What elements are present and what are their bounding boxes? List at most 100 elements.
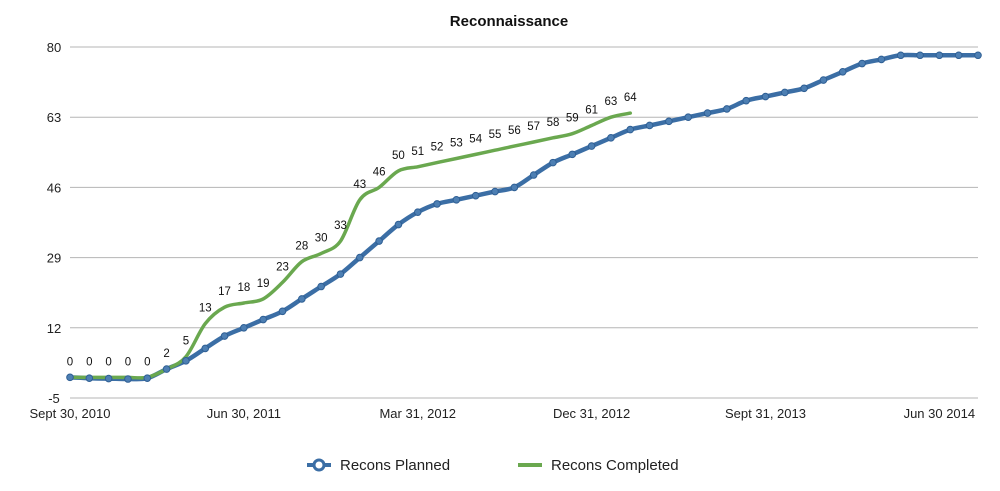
data-point-recons-planned (703, 109, 712, 117)
data-label-recons-completed: 0 (105, 356, 111, 368)
data-point-recons-planned (761, 92, 770, 101)
data-labels: 0 0 0 0 0 2 5 13 17 18 19 23 28 30 33 43 46 50 51 52 53 54 55 5… (67, 92, 637, 368)
legend: Recons Planned Recons Completed (307, 457, 679, 474)
data-label-recons-completed: 17 (218, 286, 231, 298)
x-tick-label: Sept 31, 2013 (725, 406, 806, 421)
y-tick-label: 29 (47, 251, 61, 266)
data-label-recons-completed: 0 (86, 356, 92, 368)
data-label-recons-completed: 64 (624, 92, 637, 104)
series-group (66, 51, 982, 383)
data-point-recons-planned (626, 125, 635, 134)
data-label-recons-completed: 18 (237, 282, 250, 294)
data-point-recons-planned (182, 357, 190, 365)
data-label-recons-completed: 52 (431, 142, 444, 154)
data-point-recons-planned (935, 51, 944, 60)
data-point-recons-planned (974, 51, 982, 60)
y-tick-label: 80 (47, 40, 61, 55)
data-point-recons-planned (877, 55, 886, 64)
data-label-recons-completed: 59 (566, 113, 579, 125)
data-point-recons-planned (259, 315, 267, 324)
data-point-recons-planned (529, 171, 538, 179)
data-point-recons-planned (800, 84, 808, 93)
y-tick-label: 46 (47, 180, 61, 195)
data-label-recons-completed: 0 (125, 356, 131, 368)
data-point-recons-planned (375, 237, 383, 245)
data-point-recons-planned (607, 134, 615, 142)
data-label-recons-completed: 0 (67, 356, 73, 368)
data-point-recons-planned (298, 295, 306, 303)
data-point-recons-planned (838, 67, 847, 76)
data-point-recons-planned (665, 117, 673, 126)
data-label-recons-completed: 61 (585, 104, 598, 116)
chart-title: Reconnaissance (450, 13, 568, 30)
data-point-recons-planned (568, 150, 577, 159)
data-label-recons-completed: 51 (411, 146, 424, 158)
data-point-recons-planned (645, 121, 654, 130)
data-point-recons-planned (723, 105, 731, 113)
data-point-recons-planned (394, 220, 403, 229)
data-point-recons-planned (104, 374, 113, 383)
y-tick-label: 12 (47, 321, 61, 336)
data-point-recons-planned (491, 187, 499, 196)
data-point-recons-planned (355, 253, 364, 262)
data-label-recons-completed: 33 (334, 220, 347, 232)
data-label-recons-completed: 58 (547, 117, 560, 129)
data-point-recons-planned (452, 195, 461, 204)
series-line-recons-planned (67, 52, 981, 382)
data-point-recons-planned (278, 307, 287, 316)
data-point-recons-planned (240, 324, 248, 332)
y-tick-label: 63 (47, 110, 61, 125)
data-label-recons-completed: 53 (450, 137, 463, 149)
data-point-recons-planned (781, 88, 789, 97)
data-label-recons-completed: 2 (163, 348, 169, 360)
legend-marker-recons-planned (312, 458, 326, 472)
y-axis-ticks: -5 12 29 46 63 80 (47, 40, 61, 406)
data-label-recons-completed: 50 (392, 150, 405, 162)
data-point-recons-planned (549, 158, 557, 167)
data-label-recons-completed: 43 (353, 179, 366, 191)
data-label-recons-completed: 63 (605, 96, 618, 108)
x-tick-label: Jun 30, 2011 (207, 406, 281, 421)
data-point-recons-planned (471, 191, 480, 200)
data-point-recons-planned (510, 183, 519, 192)
x-tick-label: Mar 31, 2012 (379, 406, 456, 421)
data-point-recons-planned (85, 374, 94, 382)
series-line-recons-completed (68, 111, 633, 380)
data-point-recons-planned (896, 51, 905, 60)
data-point-recons-planned (220, 332, 229, 340)
data-point-recons-planned (916, 51, 924, 60)
data-point-recons-planned (317, 282, 325, 291)
x-axis-ticks: Sept 30, 2010 Jun 30, 2011 Mar 31, 2012 Dec… (30, 406, 976, 421)
data-point-recons-planned (819, 76, 828, 84)
data-point-recons-planned (336, 270, 345, 278)
legend-label-recons-planned: Recons Planned (340, 457, 450, 474)
x-tick-label: Sept 30, 2010 (30, 406, 111, 421)
data-label-recons-completed: 19 (257, 278, 270, 290)
data-point-recons-planned (143, 374, 152, 382)
legend-label-recons-completed: Recons Completed (551, 457, 679, 474)
data-label-recons-completed: 57 (527, 121, 540, 133)
data-label-recons-completed: 56 (508, 125, 521, 137)
data-point-recons-planned (66, 373, 74, 382)
data-point-recons-planned (162, 365, 171, 373)
y-tick-label: -5 (48, 391, 60, 406)
data-label-recons-completed: 28 (295, 241, 308, 253)
data-label-recons-completed: 13 (199, 303, 212, 315)
data-point-recons-planned (587, 142, 596, 150)
data-point-recons-planned (413, 208, 422, 216)
data-point-recons-planned (954, 51, 963, 60)
x-tick-label: Dec 31, 2012 (553, 406, 630, 421)
data-point-recons-planned (684, 113, 693, 121)
data-point-recons-planned (742, 96, 750, 105)
data-label-recons-completed: 46 (373, 166, 386, 178)
data-label-recons-completed: 54 (469, 133, 482, 145)
data-label-recons-completed: 30 (315, 232, 328, 244)
grid-lines (70, 46, 978, 399)
data-point-recons-planned (858, 59, 866, 68)
data-label-recons-completed: 0 (144, 356, 150, 368)
data-label-recons-completed: 23 (276, 261, 289, 273)
x-tick-label: Jun 30 2014 (904, 406, 976, 421)
data-label-recons-completed: 55 (489, 129, 502, 141)
